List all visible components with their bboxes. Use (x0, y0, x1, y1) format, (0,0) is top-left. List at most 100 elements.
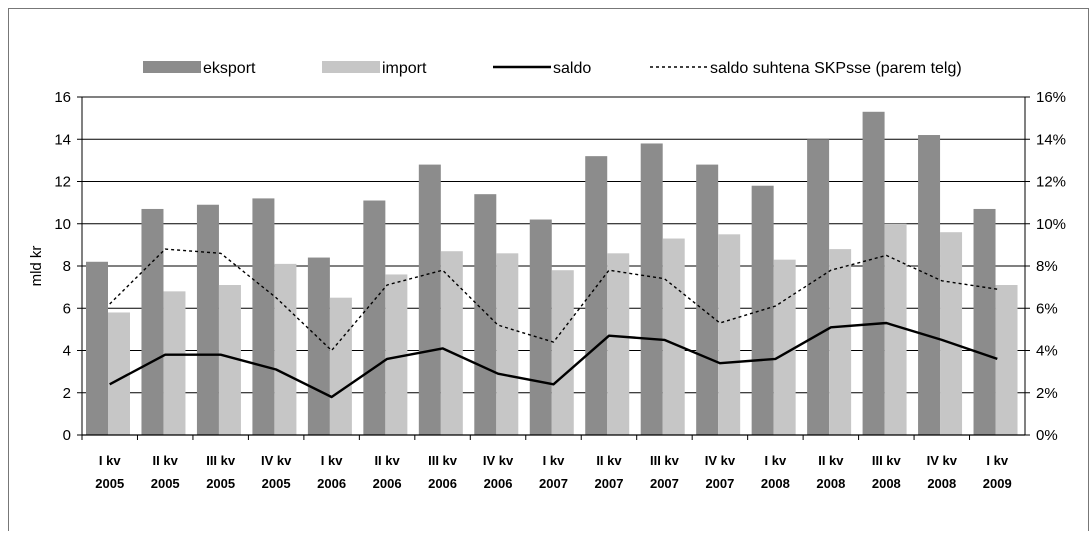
bar-import (773, 259, 796, 435)
bar-eksport (529, 219, 552, 435)
bar-import (551, 270, 574, 435)
y2-tick-label: 12% (1036, 174, 1066, 191)
legend-label: saldo (553, 60, 591, 77)
x-tick-label-quarter: IV kv (927, 453, 958, 468)
legend-label: eksport (203, 60, 256, 77)
bar-eksport (307, 257, 330, 435)
line-saldo (109, 321, 998, 399)
x-tick-label-quarter: I kv (765, 453, 787, 468)
lines (109, 248, 998, 399)
y2-tick-label: 14% (1036, 131, 1066, 148)
x-tick-label-year: 2008 (872, 476, 901, 491)
y-tick-label: 12 (54, 174, 71, 191)
x-tick-label-year: 2006 (317, 476, 346, 491)
x-tick-label-year: 2007 (705, 476, 734, 491)
x-tick-label-year: 2007 (595, 476, 624, 491)
x-tick-label-year: 2005 (151, 476, 180, 491)
x-tick-label-year: 2008 (761, 476, 790, 491)
y2-tick-label: 2% (1036, 385, 1058, 402)
y-tick-label: 16 (54, 89, 71, 106)
x-tick-label-quarter: I kv (986, 453, 1008, 468)
y-tick-label: 0 (63, 427, 71, 444)
x-tick-label-quarter: II kv (596, 453, 622, 468)
bar-import (108, 312, 130, 435)
chart-frame (8, 8, 1089, 531)
y-tick-label: 8 (63, 258, 71, 275)
bar-eksport (585, 156, 608, 435)
y2-tick-label: 8% (1036, 258, 1058, 275)
axes: 0 2 4 6 8 10 12 14 16 0% 2% 4% 6% 8% 10% 12% 14% 16% I kv 2… (54, 89, 1066, 491)
bar-import (496, 253, 519, 435)
bar-eksport (696, 164, 719, 435)
line-saldo-percent (109, 248, 998, 352)
bar-import (995, 285, 1018, 435)
bar-eksport (196, 204, 219, 435)
bar-eksport (640, 143, 663, 435)
x-tick-label-quarter: III kv (428, 453, 458, 468)
x-tick-label-quarter: II kv (374, 453, 400, 468)
bar-eksport (807, 139, 830, 435)
bar-import (884, 223, 907, 435)
y2-tick-label: 6% (1036, 300, 1058, 317)
legend: eksport import saldo saldo suhtena SKPsse (… (143, 60, 962, 77)
bar-eksport (363, 200, 386, 435)
x-tick-label-quarter: III kv (650, 453, 680, 468)
legend-label: import (382, 60, 427, 77)
x-tick-label-quarter: III kv (206, 453, 236, 468)
y-tick-label: 2 (63, 385, 71, 402)
bar-import (274, 263, 297, 435)
x-tick-label-quarter: IV kv (483, 453, 514, 468)
y2-tick-label: 0% (1036, 427, 1058, 444)
x-tick-label-year: 2005 (262, 476, 291, 491)
bar-import (940, 232, 963, 435)
x-tick-label-quarter: IV kv (261, 453, 292, 468)
x-tick-label-quarter: IV kv (705, 453, 736, 468)
x-tick-label-quarter: II kv (153, 453, 179, 468)
bar-import (385, 274, 408, 435)
bar-eksport (973, 208, 996, 435)
bar-eksport (418, 164, 441, 435)
legend-label: saldo suhtena SKPsse (parem telg) (710, 60, 962, 77)
x-tick-label-year: 2008 (927, 476, 956, 491)
bar-eksport (252, 198, 275, 435)
x-tick-label-year: 2006 (373, 476, 402, 491)
bar-import (218, 285, 241, 435)
bar-eksport (862, 111, 885, 435)
x-tick-label-quarter: II kv (818, 453, 844, 468)
x-tick-label-quarter: I kv (321, 453, 343, 468)
x-tick-label-quarter: III kv (872, 453, 902, 468)
x-tick-label-year: 2007 (539, 476, 568, 491)
y2-tick-label: 10% (1036, 216, 1066, 233)
y2-tick-label: 4% (1036, 343, 1058, 360)
y2-tick-label: 16% (1036, 89, 1066, 106)
bar-eksport (86, 261, 108, 435)
x-tick-label-year: 2006 (428, 476, 457, 491)
x-tick-label-quarter: I kv (99, 453, 121, 468)
bar-import (163, 291, 186, 435)
x-tick-label-year: 2005 (95, 476, 124, 491)
bars (86, 111, 1018, 435)
y-tick-label: 6 (63, 300, 71, 317)
legend-swatch (143, 61, 201, 73)
x-tick-label-year: 2005 (206, 476, 235, 491)
y-axis-label: mld kr (28, 246, 45, 287)
x-tick-label-year: 2007 (650, 476, 679, 491)
bar-eksport (474, 194, 497, 435)
bar-eksport (918, 135, 941, 435)
bar-import (440, 251, 463, 435)
bar-import (718, 234, 741, 435)
legend-swatch (322, 61, 380, 73)
x-tick-label-year: 2009 (983, 476, 1012, 491)
bar-eksport (141, 208, 164, 435)
x-tick-label-year: 2008 (816, 476, 845, 491)
bar-import (662, 238, 685, 435)
x-tick-label-quarter: I kv (543, 453, 565, 468)
x-tick-label-year: 2006 (484, 476, 513, 491)
y-tick-label: 14 (54, 131, 71, 148)
bar-import (607, 253, 630, 435)
bar-import (829, 249, 852, 435)
y-tick-label: 10 (54, 216, 71, 233)
y-tick-label: 4 (63, 343, 71, 360)
bar-import (329, 297, 352, 435)
